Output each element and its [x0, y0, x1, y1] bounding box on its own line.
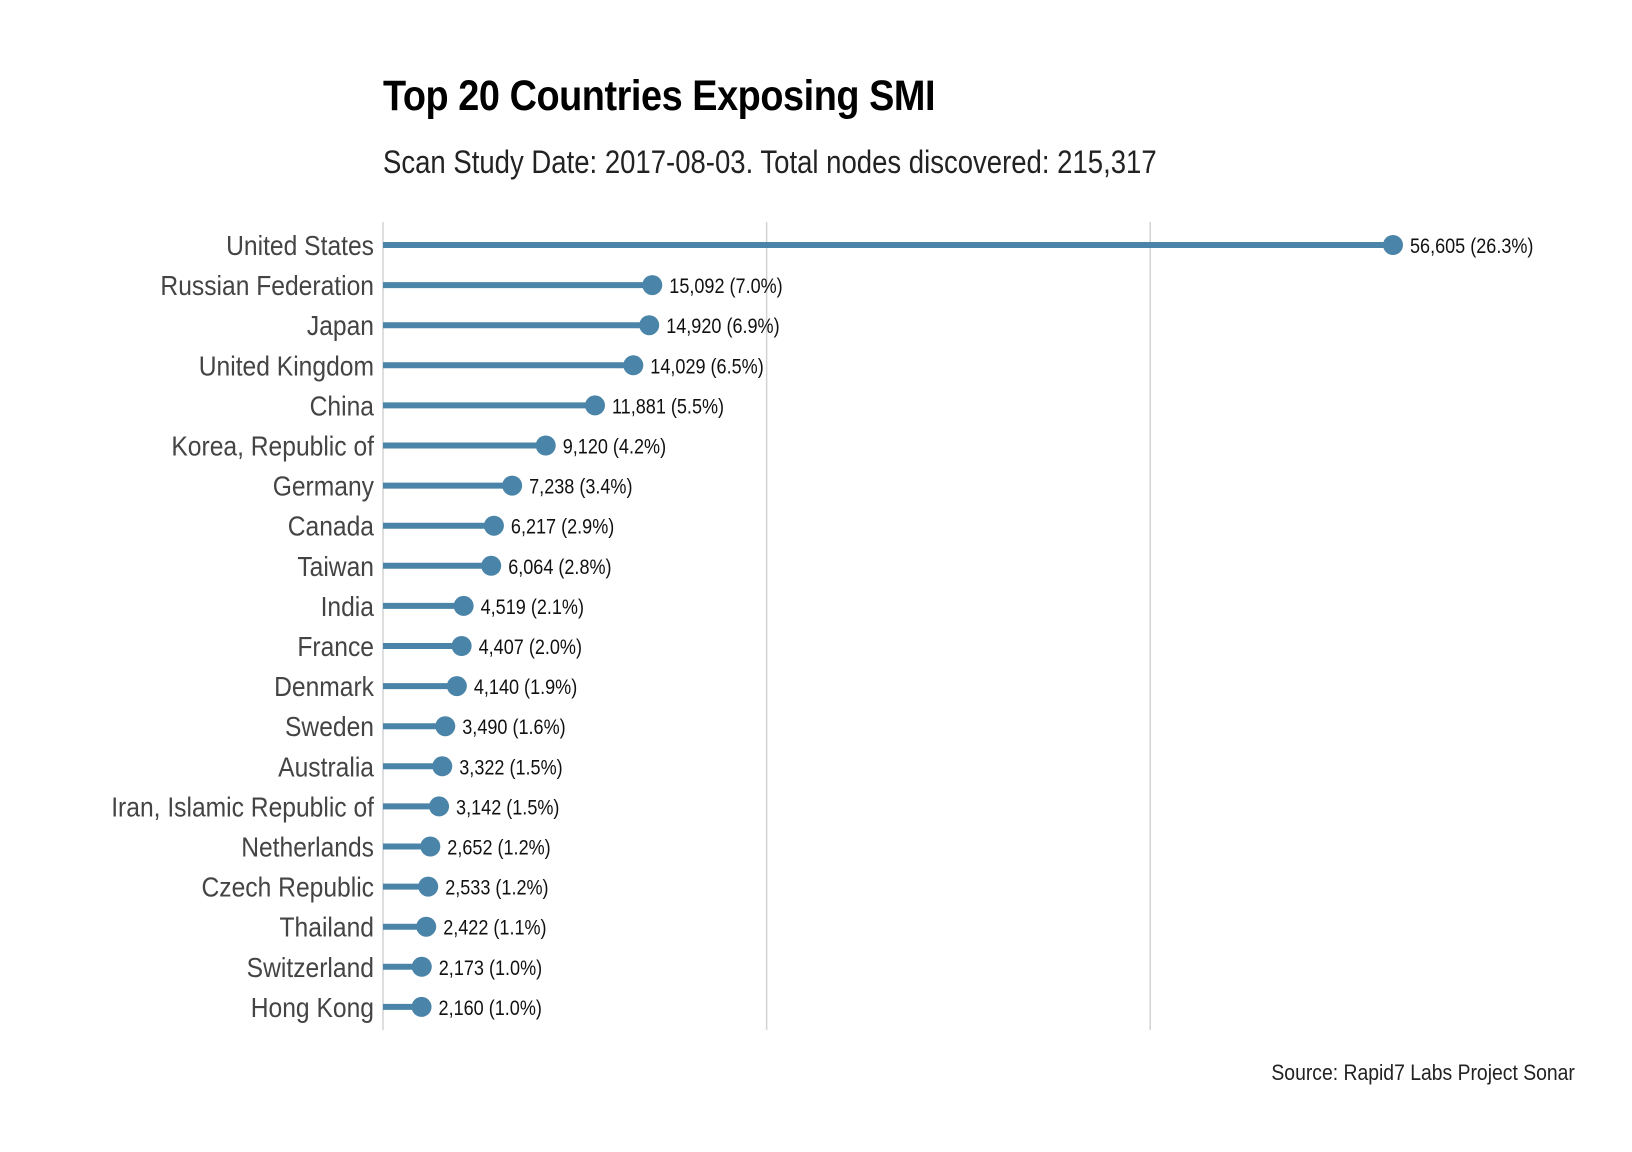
category-label: India [321, 590, 375, 622]
dot [623, 355, 644, 376]
dot [411, 956, 432, 977]
value-label: 2,160 (1.0%) [439, 997, 542, 1021]
dot [432, 756, 453, 777]
dot [483, 515, 504, 536]
dot [435, 716, 456, 737]
category-label: Thailand [280, 911, 374, 943]
chart-title: Top 20 Countries Exposing SMI [383, 72, 936, 120]
category-label: Czech Republic [202, 871, 374, 903]
dot [451, 636, 472, 656]
value-label: 3,142 (1.5%) [456, 796, 559, 820]
value-label: 11,881 (5.5%) [612, 395, 724, 419]
value-label: 2,422 (1.1%) [443, 916, 546, 940]
category-label: Netherlands [241, 831, 374, 863]
value-label: 4,140 (1.9%) [474, 676, 577, 700]
dot [420, 836, 441, 857]
category-label: France [297, 631, 374, 663]
value-label: 3,322 (1.5%) [459, 756, 562, 780]
value-label: 7,238 (3.4%) [529, 475, 632, 499]
value-label: 2,652 (1.2%) [447, 836, 550, 860]
dot [429, 796, 450, 817]
dot [418, 876, 439, 897]
dot [584, 395, 605, 416]
category-label: Korea, Republic of [171, 430, 374, 462]
dot [481, 555, 502, 576]
category-label: Denmark [274, 671, 375, 703]
category-label: Japan [307, 310, 374, 342]
value-label: 4,407 (2.0%) [479, 636, 582, 660]
category-label: Switzerland [247, 951, 374, 983]
chart-subtitle: Scan Study Date: 2017-08-03. Total nodes… [383, 144, 1157, 180]
category-label: Russian Federation [160, 270, 374, 302]
chart-caption: Source: Rapid7 Labs Project Sonar [1271, 1060, 1575, 1085]
value-label: 9,120 (4.2%) [563, 435, 666, 459]
gridlines [382, 222, 1151, 1030]
value-label: 14,920 (6.9%) [666, 315, 779, 339]
category-labels: United States Russian Federation Japan Unit… [111, 230, 375, 1024]
dot [535, 435, 556, 456]
category-label: Sweden [285, 711, 374, 743]
dot [642, 275, 663, 296]
dots [411, 235, 1403, 1017]
category-label: Canada [288, 510, 375, 542]
value-label: 14,029 (6.5%) [650, 355, 763, 379]
value-label: 6,064 (2.8%) [508, 556, 611, 580]
dot [1383, 235, 1403, 255]
category-label: Iran, Islamic Republic of [111, 791, 374, 823]
value-labels: 56,605 (26.3%) 15,092 (7.0%) 14,920 (6.9%)… [439, 235, 1534, 1020]
value-label: 4,519 (2.1%) [481, 596, 584, 620]
value-label: 6,217 (2.9%) [511, 515, 614, 539]
category-label: Hong Kong [251, 991, 374, 1023]
dot [416, 916, 437, 937]
category-label: Taiwan [297, 550, 374, 582]
value-label: 2,173 (1.0%) [439, 957, 542, 981]
value-label: 15,092 (7.0%) [669, 275, 782, 299]
dot [502, 475, 523, 496]
dot [411, 996, 432, 1017]
dot [446, 676, 467, 697]
dot [639, 315, 660, 336]
category-label: China [310, 390, 375, 422]
category-label: United Kingdom [199, 350, 374, 382]
category-label: Australia [278, 751, 374, 783]
value-label: 2,533 (1.2%) [445, 876, 548, 900]
value-label: 56,605 (26.3%) [1410, 235, 1533, 259]
dot [453, 595, 474, 616]
category-label: United States [226, 230, 374, 262]
category-label: Germany [273, 470, 375, 502]
value-label: 3,490 (1.6%) [462, 716, 565, 740]
